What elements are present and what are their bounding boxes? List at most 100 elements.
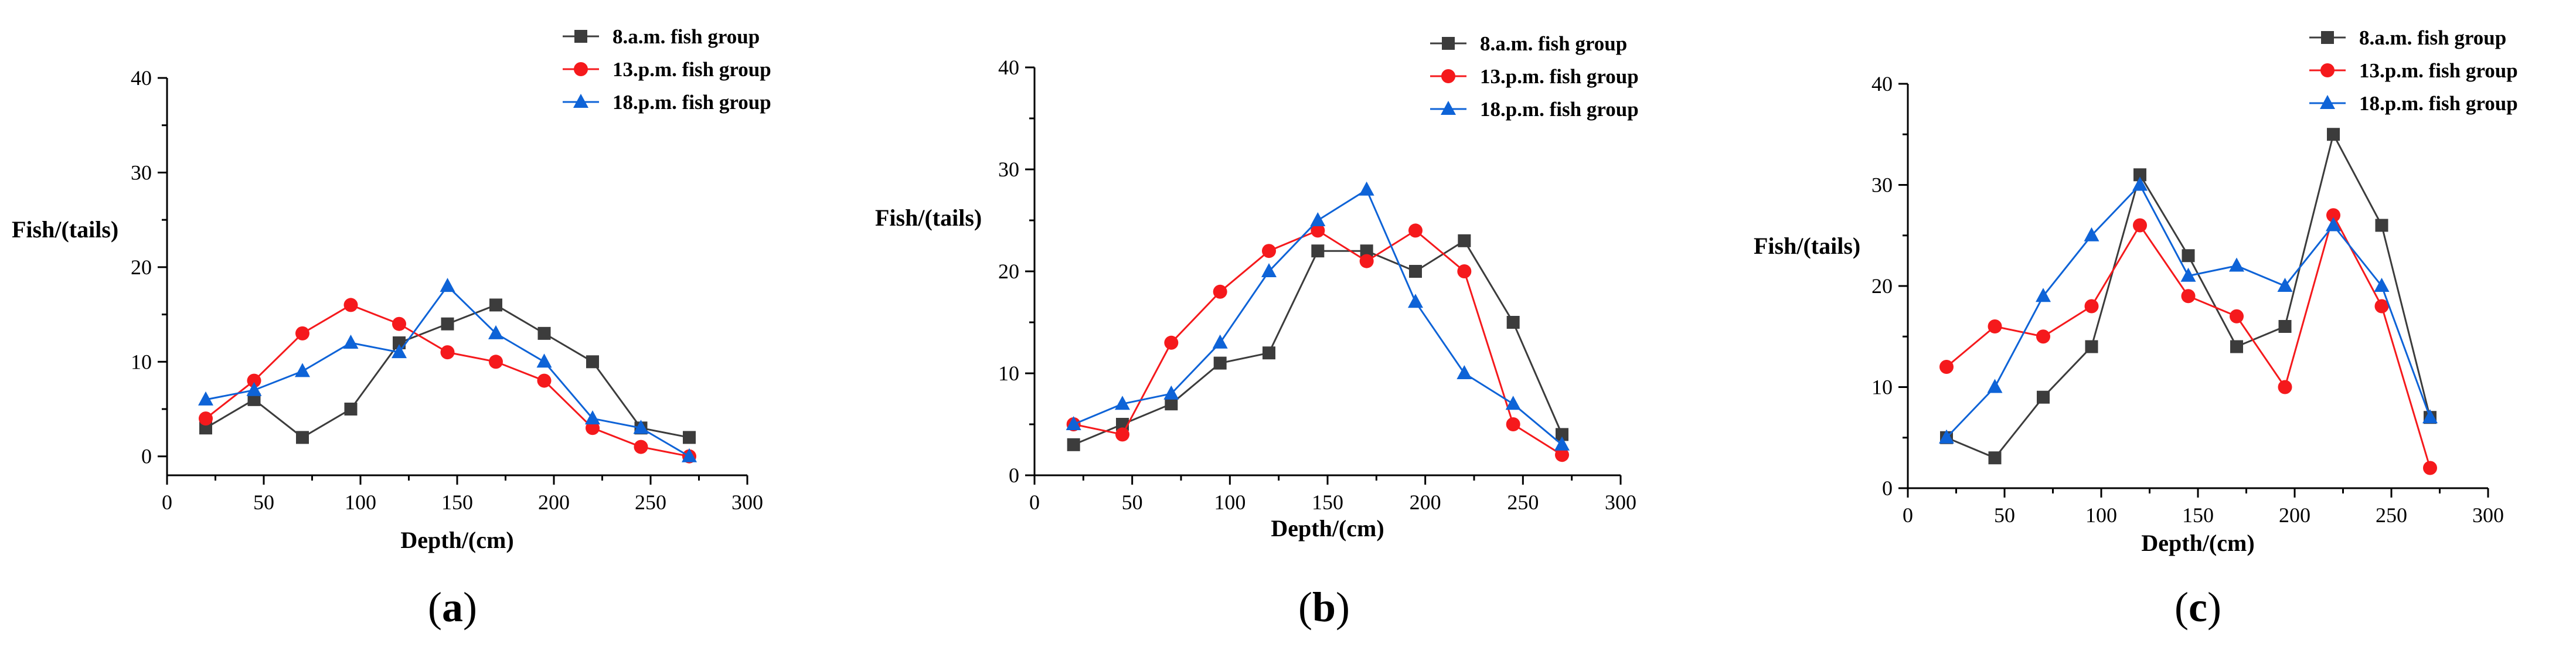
panel-label-paren-open: ( (1298, 584, 1312, 631)
legend-marker (2321, 31, 2334, 44)
data-point (295, 326, 309, 340)
legend-label: 8.a.m. fish group (2359, 26, 2506, 49)
data-point (1164, 335, 1179, 350)
data-point (537, 326, 551, 340)
x-tick-label: 300 (2472, 503, 2504, 527)
y-tick-label: 20 (998, 260, 1019, 283)
data-point (392, 316, 406, 331)
data-point (634, 440, 648, 454)
legend-label: 8.a.m. fish group (1480, 32, 1627, 55)
y-tick-label: 40 (131, 66, 152, 90)
series-circle (1066, 223, 1569, 462)
data-point (247, 393, 261, 406)
data-point (1360, 244, 1373, 258)
data-point (1359, 181, 1374, 196)
data-point (344, 403, 358, 416)
y-tick-label: 20 (1871, 274, 1893, 298)
data-point (1458, 234, 1471, 247)
panel-label: (b) (1298, 584, 1350, 631)
x-tick-label: 250 (635, 491, 666, 514)
panel-label-paren-open: ( (428, 584, 442, 631)
panel-label-letter: c (2189, 584, 2207, 631)
data-point (586, 421, 600, 435)
x-tick-label: 100 (345, 491, 376, 514)
data-point (489, 298, 502, 312)
x-tick-label: 150 (441, 491, 473, 514)
x-tick-label: 300 (731, 491, 763, 514)
x-tick-label: 100 (2085, 503, 2117, 527)
data-point (1556, 428, 1568, 441)
data-point (2375, 219, 2388, 232)
data-point (2327, 128, 2340, 141)
data-point (2374, 299, 2389, 314)
y-tick-label: 30 (131, 161, 152, 184)
x-tick-label: 150 (1312, 491, 1343, 514)
legend-marker (2320, 95, 2335, 109)
data-point (1263, 346, 1275, 360)
legend-marker (1441, 101, 1456, 115)
data-point (683, 431, 696, 444)
x-axis-label: Depth/(cm) (2141, 530, 2254, 556)
data-point (633, 420, 649, 434)
chart-panel-a: 0 50 100 150 200 250 300 0 10 20 30 40 Fish/(tails) D… (12, 25, 771, 631)
x-axis-label: Depth/(cm) (1271, 515, 1384, 542)
legend-label: 18.p.m. fish group (2359, 92, 2518, 115)
legend-label: 13.p.m. fish group (612, 58, 771, 81)
data-point (2036, 288, 2051, 302)
data-point (536, 353, 552, 368)
data-point (2374, 278, 2390, 292)
series-line (1945, 183, 2431, 438)
legend: 8.a.m. fish group 13.p.m. fish group 18.p.… (1430, 32, 1639, 121)
panel-label: (c) (2175, 584, 2221, 631)
x-tick-label: 200 (538, 491, 570, 514)
legend-label: 18.p.m. fish group (612, 91, 771, 114)
data-point (2229, 257, 2244, 272)
data-point (1554, 436, 1570, 451)
y-tick-label: 0 (141, 445, 152, 468)
data-point (1555, 448, 1569, 462)
x-axis-label: Depth/(cm) (400, 527, 513, 553)
data-point (343, 298, 358, 312)
data-point (2181, 289, 2196, 304)
y-tick-label: 10 (1871, 376, 1893, 399)
legend-marker (1441, 69, 1455, 83)
chart-panel-b: 0 50 100 150 200 250 300 0 10 20 30 40 Fish/(tails) D… (875, 32, 1639, 631)
legend-label: 8.a.m. fish group (612, 25, 760, 48)
data-point (489, 355, 503, 369)
x-tick-label: 200 (2279, 503, 2310, 527)
y-tick-label: 0 (1882, 476, 1893, 500)
data-point (1067, 438, 1080, 451)
legend-marker (574, 62, 588, 76)
y-tick-label: 40 (998, 56, 1019, 79)
data-point (1311, 244, 1325, 258)
data-point (343, 335, 359, 349)
panel-label-paren-close: ) (463, 584, 477, 631)
data-point (1115, 396, 1130, 410)
data-point (2423, 461, 2437, 475)
data-point (2180, 267, 2196, 282)
legend-marker (573, 94, 588, 108)
y-tick-label: 30 (998, 158, 1019, 181)
data-point (1939, 360, 1954, 374)
data-point (585, 410, 600, 425)
data-point (1409, 265, 1422, 278)
data-point (1988, 319, 2002, 333)
series-line (1073, 239, 1563, 446)
data-point (1213, 356, 1227, 370)
y-axis-label: Fish/(tails) (1754, 233, 1860, 259)
data-point (2230, 309, 2244, 324)
series-square (199, 298, 696, 444)
data-point (441, 317, 454, 331)
legend-label: 13.p.m. fish group (1480, 65, 1639, 88)
data-point (393, 336, 406, 349)
legend: 8.a.m. fish group 13.p.m. fish group 18.p.… (2309, 26, 2518, 115)
data-point (198, 391, 213, 406)
data-point (1212, 334, 1228, 349)
x-tick-label: 250 (1507, 491, 1539, 514)
x-tick-label: 50 (1994, 503, 2015, 527)
panel-label-letter: b (1312, 584, 1336, 631)
legend-label: 13.p.m. fish group (2359, 59, 2518, 82)
panel-label-paren-open: ( (2175, 584, 2189, 631)
legend: 8.a.m. fish group 13.p.m. fish group 18.p.… (563, 25, 771, 114)
data-point (2133, 168, 2146, 182)
